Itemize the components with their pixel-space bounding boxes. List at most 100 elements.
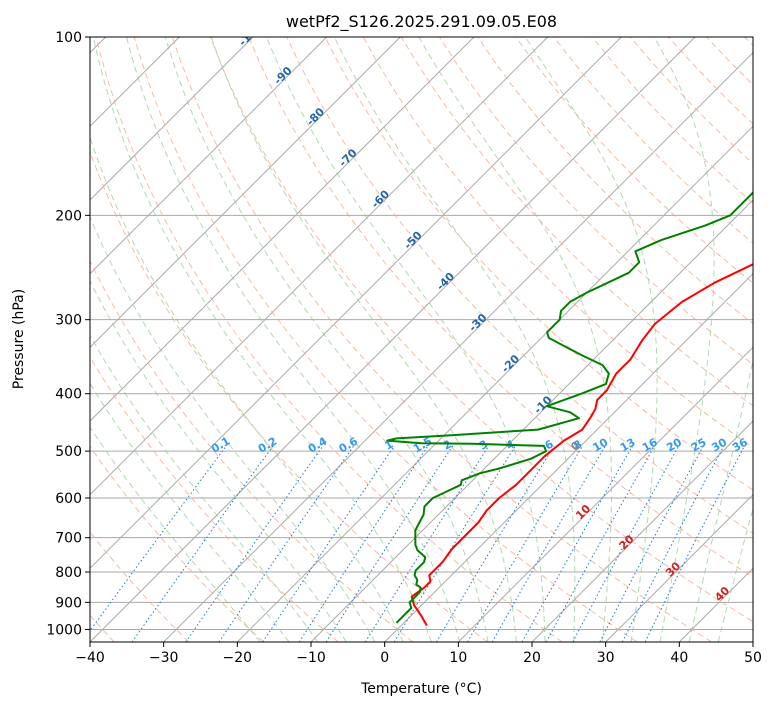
mixing-ratio-line — [599, 445, 704, 642]
y-tick-label: 500 — [55, 444, 82, 460]
temperature-profile-line — [410, 263, 753, 627]
mixing-ratio-line — [364, 445, 490, 642]
y-tick-label: 800 — [55, 565, 82, 581]
y-tick-label: 600 — [55, 491, 82, 507]
dry-adiabat-line — [324, 37, 753, 491]
profiles — [386, 191, 753, 627]
mixing-ratio-line — [298, 445, 429, 642]
moist-adiabat-line — [164, 37, 489, 642]
adiabat-label: -100 — [236, 20, 265, 49]
x-tick-label: −10 — [296, 650, 326, 666]
dry-adiabat-line — [210, 37, 753, 623]
mixing-ratio-label: 0.6 — [337, 434, 361, 455]
mixing-ratio-label: 30 — [709, 435, 729, 454]
dewpoint-profile-line — [386, 191, 753, 624]
isotherm-line — [90, 37, 622, 570]
adiabat-label: -20 — [499, 352, 522, 375]
mixing-ratio-label: 0.4 — [306, 434, 330, 455]
x-tick-label: 20 — [523, 650, 541, 666]
moist-adiabat-line — [717, 506, 753, 642]
dry-adiabat-line — [706, 37, 753, 86]
y-tick-label: 900 — [55, 595, 82, 611]
moist-adiabat-line — [688, 358, 753, 642]
dry-adiabat-line — [591, 37, 753, 204]
y-tick-label: 200 — [55, 208, 82, 224]
x-axis-label: Temperature (°C) — [360, 681, 482, 697]
mixing-ratio-lines — [90, 445, 746, 642]
moist-adiabat-line — [653, 37, 715, 642]
isotherm-line — [90, 37, 549, 496]
y-tick-label: 700 — [55, 531, 82, 547]
dry-adiabat-line — [286, 37, 753, 534]
mixing-ratio-line — [218, 445, 355, 642]
dry-adiabat-line — [95, 37, 563, 642]
x-tick-label: 30 — [597, 650, 615, 666]
y-axis-label: Pressure (hPa) — [11, 289, 27, 389]
mixing-ratio-line — [621, 445, 725, 642]
adiabat-label: -70 — [336, 146, 359, 169]
mixing-ratio-label: 16 — [640, 435, 660, 454]
mixing-ratio-label: 0.1 — [209, 435, 232, 456]
dry-adiabat-line — [133, 37, 638, 642]
isotherm-line — [90, 37, 254, 201]
dry-adiabat-line — [90, 531, 190, 642]
dry-adiabat-line — [515, 37, 753, 284]
mixing-ratio-label: 6 — [543, 437, 556, 452]
isotherm-line — [531, 420, 753, 642]
moist-adiabat-line — [333, 37, 576, 642]
dry-adiabat-line — [744, 37, 753, 47]
x-tick-label: 10 — [449, 650, 467, 666]
y-tick-label: 1000 — [46, 622, 82, 638]
chart-title: wetPf2_S126.2025.291.09.05.E08 — [286, 12, 557, 32]
x-tick-label: −20 — [223, 650, 253, 666]
isotherm-line — [90, 37, 401, 349]
mixing-ratio-label: 20 — [664, 435, 684, 454]
moist-adiabat-line — [90, 135, 404, 642]
moist-adiabat-line — [210, 37, 517, 642]
moist-adiabat-line — [92, 37, 432, 642]
moist-adiabat-line — [90, 426, 261, 642]
y-tick-label: 100 — [55, 30, 82, 46]
dry-adiabat-line — [171, 37, 712, 642]
mixing-ratio-label: 10 — [591, 435, 611, 454]
mixing-ratio-line — [90, 445, 227, 632]
mixing-ratio-line — [185, 445, 324, 642]
y-tick-label: 300 — [55, 313, 82, 329]
x-tick-label: 50 — [744, 650, 762, 666]
moist-adiabat-line — [90, 382, 290, 642]
dry-adiabat-line — [90, 150, 488, 642]
dry-adiabats — [90, 37, 753, 642]
adiabat-label: 30 — [663, 559, 683, 579]
adiabat-label: -30 — [466, 311, 489, 334]
isotherm-line — [236, 125, 753, 642]
moist-adiabat-line — [418, 37, 613, 642]
isotherm-line — [163, 51, 753, 642]
mixing-ratio-line — [644, 445, 746, 642]
mixing-ratio-line — [325, 445, 454, 642]
dry-adiabat-line — [90, 259, 414, 642]
mixing-ratio-line — [262, 445, 395, 642]
dry-adiabat-line — [90, 445, 264, 642]
dry-adiabat-line — [668, 37, 753, 125]
mixing-ratio-line — [467, 445, 584, 642]
moist-adiabat-line — [126, 37, 461, 642]
adiabat-label: -90 — [271, 64, 294, 87]
dry-adiabat-line — [90, 356, 339, 642]
x-tick-label: 40 — [670, 650, 688, 666]
mixing-ratio-label: 2 — [441, 438, 454, 453]
mixing-ratio-line — [521, 445, 633, 642]
isotherm-line — [457, 346, 753, 642]
axis-ticks: −40 −30 −20 −10 0 10 20 30 40 5010020030040050060… — [46, 30, 762, 666]
isotherm-line — [605, 493, 753, 642]
x-tick-label: −30 — [149, 650, 179, 666]
x-tick-label: 0 — [380, 650, 389, 666]
plot-frame — [89, 36, 754, 643]
mixing-ratio-label: 25 — [689, 436, 709, 455]
isotherm-line — [678, 567, 753, 642]
mixing-ratio-line — [131, 445, 274, 642]
moist-adiabat-line — [90, 334, 319, 642]
isotherm-line — [90, 37, 328, 275]
grid — [90, 37, 753, 642]
y-tick-label: 400 — [55, 387, 82, 403]
